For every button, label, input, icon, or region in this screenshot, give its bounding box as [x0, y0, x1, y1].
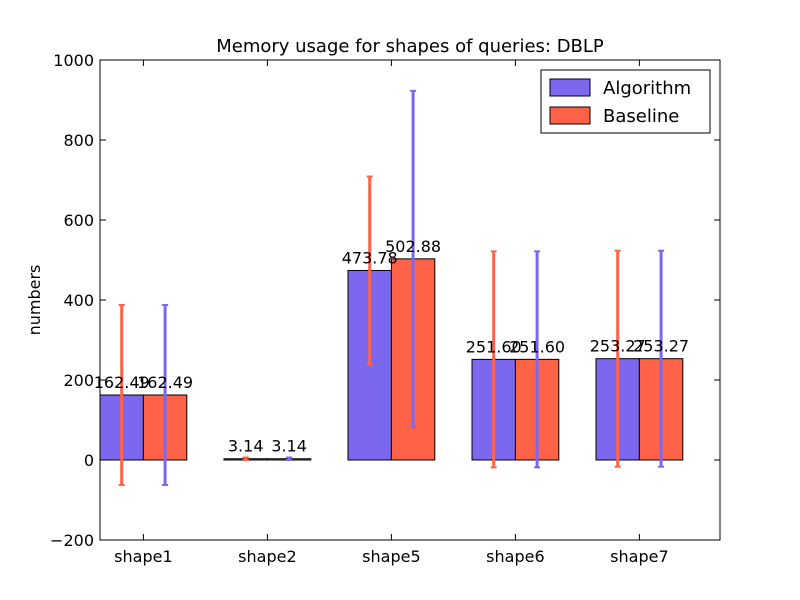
- y-tick-label: −200: [50, 531, 94, 550]
- y-tick-label: 600: [63, 211, 94, 230]
- error-bar-algorithm-shape6: [490, 250, 497, 469]
- data-label-baseline-shape6: 251.60: [509, 337, 565, 356]
- y-axis-label: numbers: [25, 265, 44, 336]
- x-tick-label-shape6: shape6: [486, 547, 544, 566]
- data-label-baseline-shape2: 3.14: [271, 437, 307, 456]
- chart-title: Memory usage for shapes of queries: DBLP: [216, 36, 604, 57]
- error-bar-baseline-shape7: [658, 249, 665, 468]
- legend: Algorithm Baseline: [540, 69, 711, 134]
- error-bar-algorithm-shape5: [366, 175, 373, 366]
- error-bar-baseline-shape6: [534, 250, 541, 469]
- plot-area: 162.49 3.14 473.78 251.60 253.27 162.49 3.14 50…: [50, 51, 721, 566]
- y-tick-label: 1000: [53, 51, 94, 70]
- y-tick-label: 200: [63, 371, 94, 390]
- x-tick-label-shape1: shape1: [114, 547, 172, 566]
- y-tick-label: 400: [63, 291, 94, 310]
- legend-label-algorithm: Algorithm: [603, 78, 691, 99]
- error-bar-baseline-shape1: [162, 304, 169, 487]
- legend-label-baseline: Baseline: [603, 106, 679, 127]
- data-label-baseline-shape5: 502.88: [385, 237, 441, 256]
- error-bar-algorithm-shape1: [118, 304, 125, 487]
- x-tick-label-shape7: shape7: [610, 547, 668, 566]
- data-label-algorithm-shape2: 3.14: [228, 437, 264, 456]
- data-label-algorithm-shape5: 473.78: [342, 248, 398, 267]
- data-label-algorithm-shape7: 253.27: [590, 337, 646, 356]
- legend-swatch-algorithm: [549, 78, 591, 97]
- y-tick-label: 800: [63, 131, 94, 150]
- data-label-baseline-shape7: 253.27: [633, 337, 689, 356]
- data-label-algorithm-shape6: 251.60: [466, 337, 522, 356]
- data-label-baseline-shape1: 162.49: [137, 373, 193, 392]
- y-tick-label: 0: [84, 451, 94, 470]
- x-tick-label-shape2: shape2: [238, 547, 296, 566]
- data-label-algorithm-shape1: 162.49: [94, 373, 150, 392]
- error-bar-algorithm-shape7: [614, 249, 621, 468]
- legend-swatch-baseline: [549, 106, 591, 125]
- error-bar-algorithm-shape2: [242, 456, 249, 461]
- error-bar-baseline-shape2: [286, 456, 293, 461]
- x-tick-label-shape5: shape5: [362, 547, 420, 566]
- error-bar-baseline-shape5: [410, 89, 417, 428]
